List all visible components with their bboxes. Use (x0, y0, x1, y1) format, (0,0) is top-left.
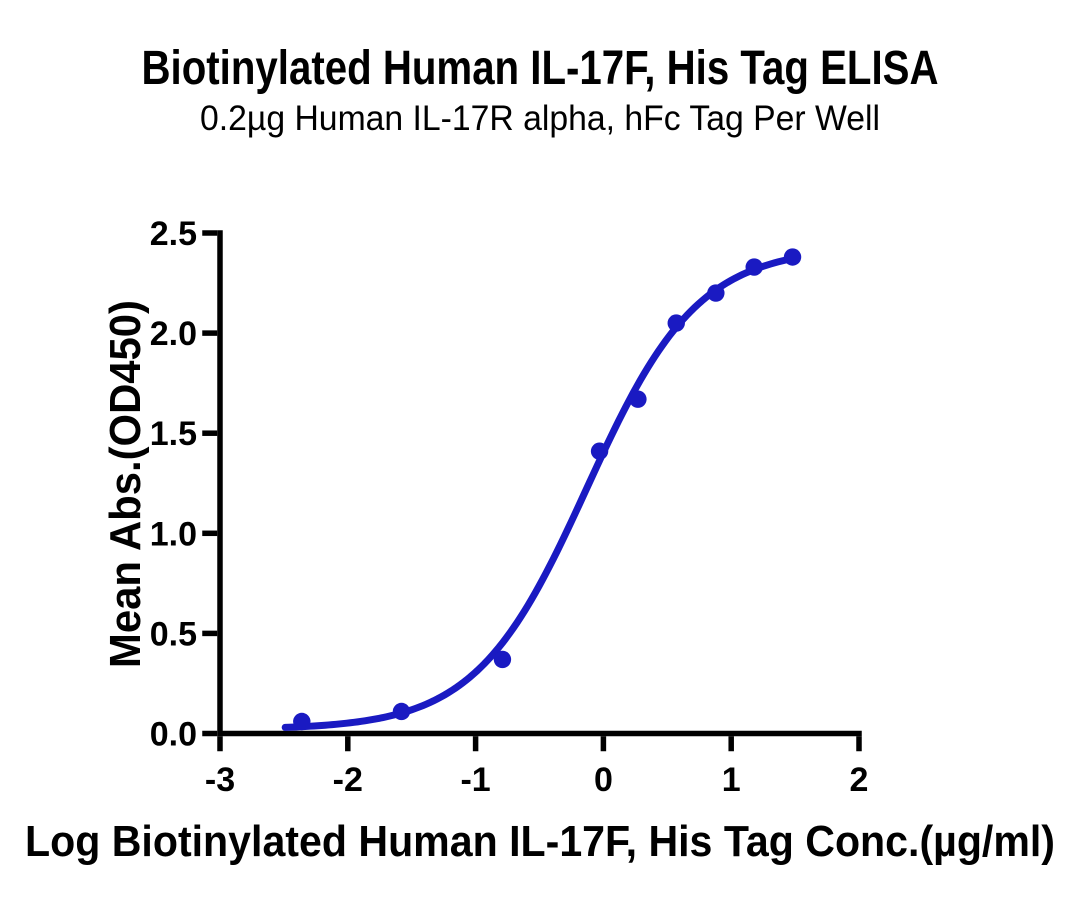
data-point-4 (629, 390, 647, 408)
y-tick-label-2: 1.0 (150, 515, 197, 553)
data-point-3 (590, 442, 609, 460)
plot-area: -3 -2 -1 0 1 2 0.0 0.5 1.0 1.5 2.0 2.5 (150, 215, 869, 799)
data-point-6 (707, 284, 725, 302)
axes-frame (217, 230, 862, 737)
y-tick-label-0: 0.0 (150, 716, 197, 754)
x-tick-label-0: -3 (205, 761, 235, 799)
chart-subtitle: 0.2µg Human IL-17R alpha, hFc Tag Per We… (200, 99, 880, 138)
data-point-2 (493, 650, 512, 669)
y-tick-label-5: 2.5 (150, 215, 197, 253)
x-tick-label-2: -1 (460, 761, 490, 799)
x-tick-label-3: 0 (594, 761, 613, 799)
data-point-5 (667, 314, 685, 332)
y-tick-label-1: 0.5 (150, 615, 197, 653)
chart-title: Biotinylated Human IL-17F, His Tag ELISA (142, 42, 939, 95)
x-tick-label-5: 2 (850, 761, 869, 799)
x-axis-label: Log Biotinylated Human IL-17F, His Tag C… (25, 817, 1055, 866)
data-point-8 (783, 248, 802, 266)
y-axis-label: Mean Abs.(OD450) (101, 300, 150, 668)
data-point-1 (392, 702, 411, 721)
x-tick-label-1: -2 (333, 761, 363, 799)
x-tick-label-4: 1 (722, 761, 741, 799)
data-point-7 (745, 258, 763, 276)
y-tick-label-4: 2.0 (150, 315, 197, 353)
fit-curve (281, 255, 797, 731)
data-point-0 (293, 712, 311, 731)
y-tick-label-3: 1.5 (150, 415, 197, 453)
